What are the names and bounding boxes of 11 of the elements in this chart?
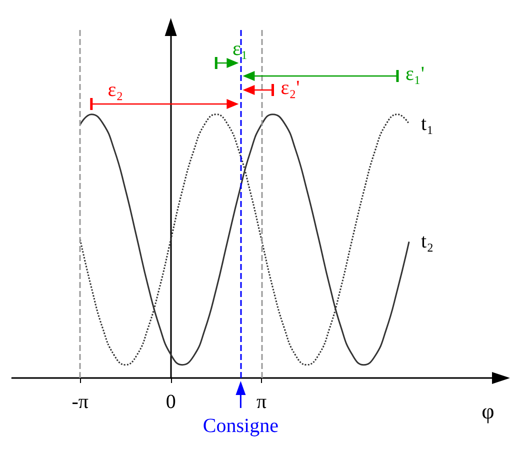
ref-line-label: Consigne — [202, 415, 279, 437]
annotation: ε₂' — [280, 77, 300, 99]
x-tick-label: π — [256, 391, 267, 413]
x-tick-label: 0 — [166, 391, 176, 413]
series-label: t₁ — [421, 112, 434, 135]
x-axis-title: φ — [482, 398, 494, 424]
annotation: ε₁' — [405, 63, 424, 85]
series-label: t₂ — [421, 230, 434, 253]
x-tick-label: -π — [72, 391, 88, 413]
annotation: ε₁ — [232, 38, 248, 60]
annotation: ε₂ — [108, 79, 124, 101]
